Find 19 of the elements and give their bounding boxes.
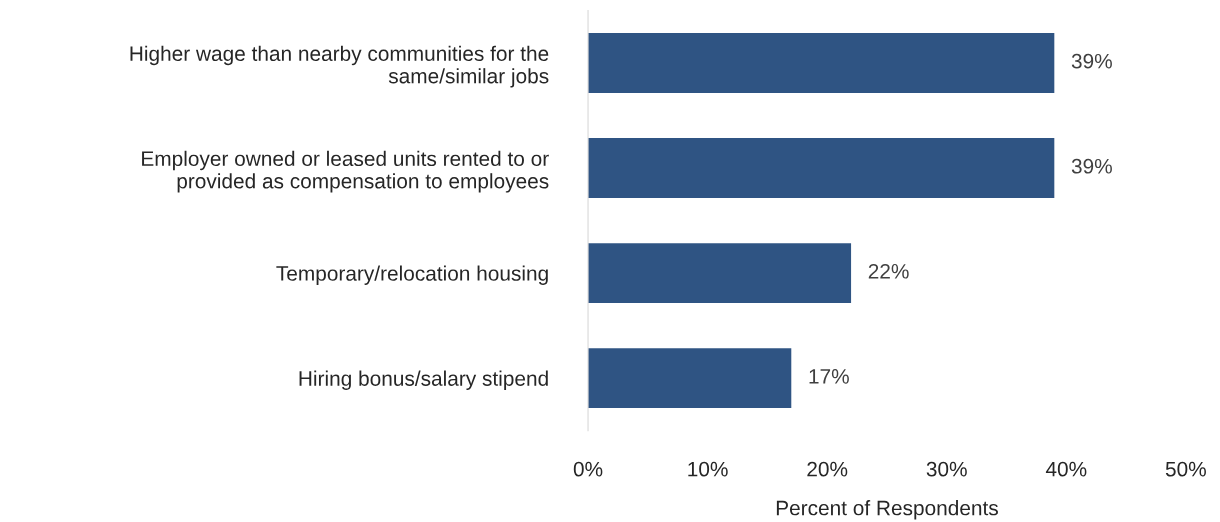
data-label: 39% [1071, 158, 1112, 174]
x-tick-label: 40% [1045, 461, 1087, 477]
bar [588, 243, 852, 304]
data-label: 22% [868, 263, 909, 279]
x-tick-label: 50% [1165, 461, 1206, 477]
bar [588, 138, 1055, 198]
x-tick-label: 30% [926, 461, 967, 477]
data-label: 39% [1071, 53, 1112, 69]
bar [588, 33, 1055, 93]
data-label: 17% [809, 369, 849, 384]
y-tick-label: Hiring bonus/salary stipend [299, 370, 548, 390]
x-axis-title: Percent of Respondents [776, 500, 998, 520]
y-tick-label: Employer owned or leased units rented to or provided as compensation to employees [142, 150, 549, 193]
bar [588, 348, 792, 409]
x-tick-label: 20% [807, 461, 848, 477]
y-tick-label: Higher wage than nearby communities for the same/similar jobs [130, 45, 549, 88]
x-tick-label: 0% [573, 461, 603, 477]
y-tick-label: Temporary/relocation housing [276, 265, 548, 285]
x-tick-label: 10% [688, 461, 728, 477]
